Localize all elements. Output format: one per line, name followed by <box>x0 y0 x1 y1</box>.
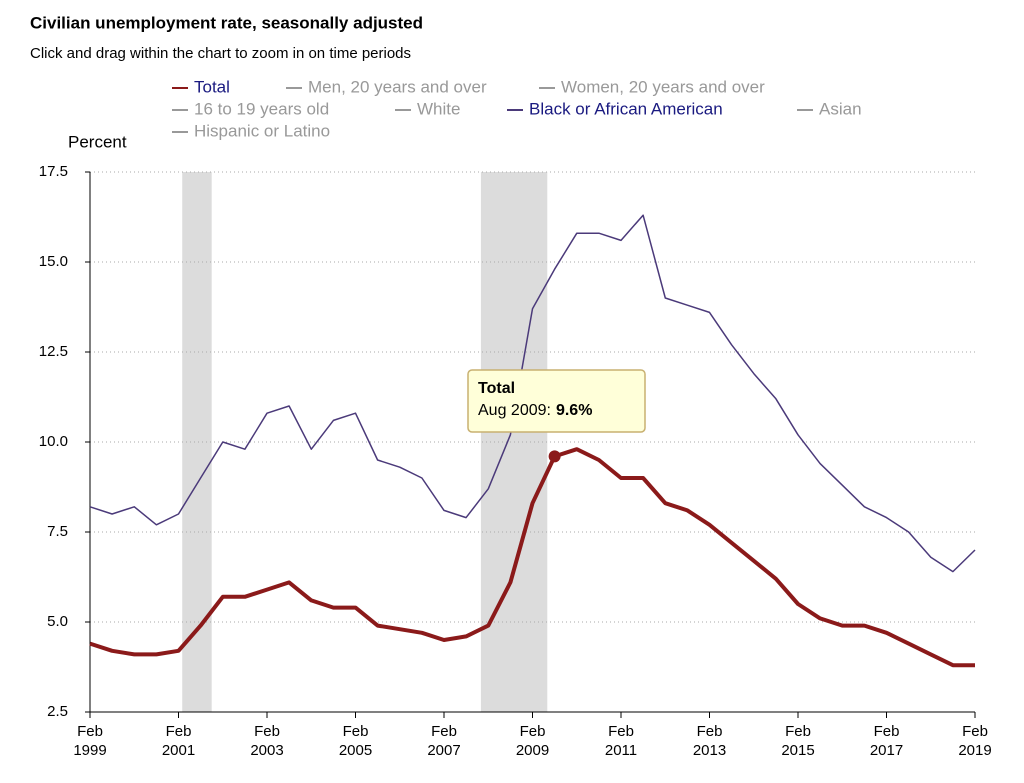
y-tick-label: 12.5 <box>39 343 68 360</box>
y-tick-label: 10.0 <box>39 433 68 450</box>
x-tick-label: Feb 2019 <box>958 723 992 759</box>
tooltip-date: Aug 2009: <box>478 402 551 419</box>
legend-label[interactable]: Hispanic or Latino <box>194 121 330 140</box>
y-tick-label: 2.5 <box>47 703 68 720</box>
legend-label[interactable]: Total <box>194 77 230 96</box>
x-tick-label: Feb 2017 <box>869 723 904 759</box>
annotation-marker <box>548 450 561 463</box>
y-tick-label: 15.0 <box>39 253 68 270</box>
tooltip-box <box>467 369 646 433</box>
y-tick-label: 7.5 <box>47 523 68 540</box>
x-tick-label: Feb 2015 <box>781 723 815 759</box>
legend-label[interactable]: White <box>417 99 460 118</box>
y-axis-label: Percent <box>68 132 127 151</box>
series-line <box>89 447 975 668</box>
x-tick-label: Feb 2005 <box>338 723 373 759</box>
tooltip-value: 9.6% <box>556 402 592 419</box>
legend-label[interactable]: Men, 20 years and over <box>308 77 487 96</box>
legend-label[interactable]: Black or African American <box>529 99 723 118</box>
x-tick-label: Feb 2013 <box>692 723 727 759</box>
chart-title: Civilian unemployment rate, seasonally a… <box>30 13 423 32</box>
x-tick-label: Feb 1999 <box>73 723 107 759</box>
x-tick-label: Feb 2011 <box>604 723 638 759</box>
chart-subtitle: Click and drag within the chart to zoom … <box>30 45 411 62</box>
legend-label[interactable]: Women, 20 years and over <box>561 77 765 96</box>
tooltip-text: Aug 2009: 9.6% <box>478 402 592 419</box>
x-tick-label: Feb 2001 <box>161 723 196 759</box>
x-tick-label: Feb 2009 <box>515 723 550 759</box>
legend-label[interactable]: 16 to 19 years old <box>194 99 329 118</box>
x-tick-label: Feb 2003 <box>250 723 284 759</box>
series-line <box>89 214 976 573</box>
legend-label[interactable]: Asian <box>819 99 862 118</box>
y-tick-label: 17.5 <box>39 163 68 180</box>
y-tick-label: 5.0 <box>47 613 68 630</box>
x-tick-label: Feb 2007 <box>427 723 461 759</box>
tooltip-series: Total <box>478 380 515 397</box>
